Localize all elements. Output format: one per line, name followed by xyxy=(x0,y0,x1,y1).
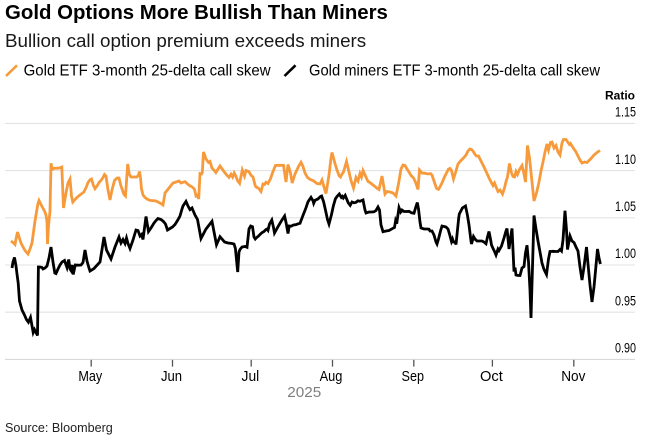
svg-text:Gold ETF 3-month 25-delta call: Gold ETF 3-month 25-delta call skew xyxy=(24,62,272,79)
svg-text:Ratio: Ratio xyxy=(605,90,635,102)
svg-text:1.10: 1.10 xyxy=(615,151,636,167)
svg-text:1.00: 1.00 xyxy=(615,245,636,261)
svg-text:Nov: Nov xyxy=(561,368,586,385)
svg-text:1.15: 1.15 xyxy=(615,104,636,120)
svg-text:0.95: 0.95 xyxy=(615,292,636,308)
svg-text:Aug: Aug xyxy=(320,368,343,385)
svg-text:May: May xyxy=(78,368,102,385)
svg-text:Jul: Jul xyxy=(242,368,260,385)
svg-text:0.90: 0.90 xyxy=(615,340,636,356)
svg-text:1.05: 1.05 xyxy=(615,198,636,214)
svg-text:Sep: Sep xyxy=(402,368,425,385)
svg-text:Oct: Oct xyxy=(480,368,504,385)
svg-text:Gold miners ETF 3-month 25-del: Gold miners ETF 3-month 25-delta call sk… xyxy=(309,62,601,79)
svg-text:Jun: Jun xyxy=(161,368,182,385)
svg-text:2025: 2025 xyxy=(287,385,321,401)
